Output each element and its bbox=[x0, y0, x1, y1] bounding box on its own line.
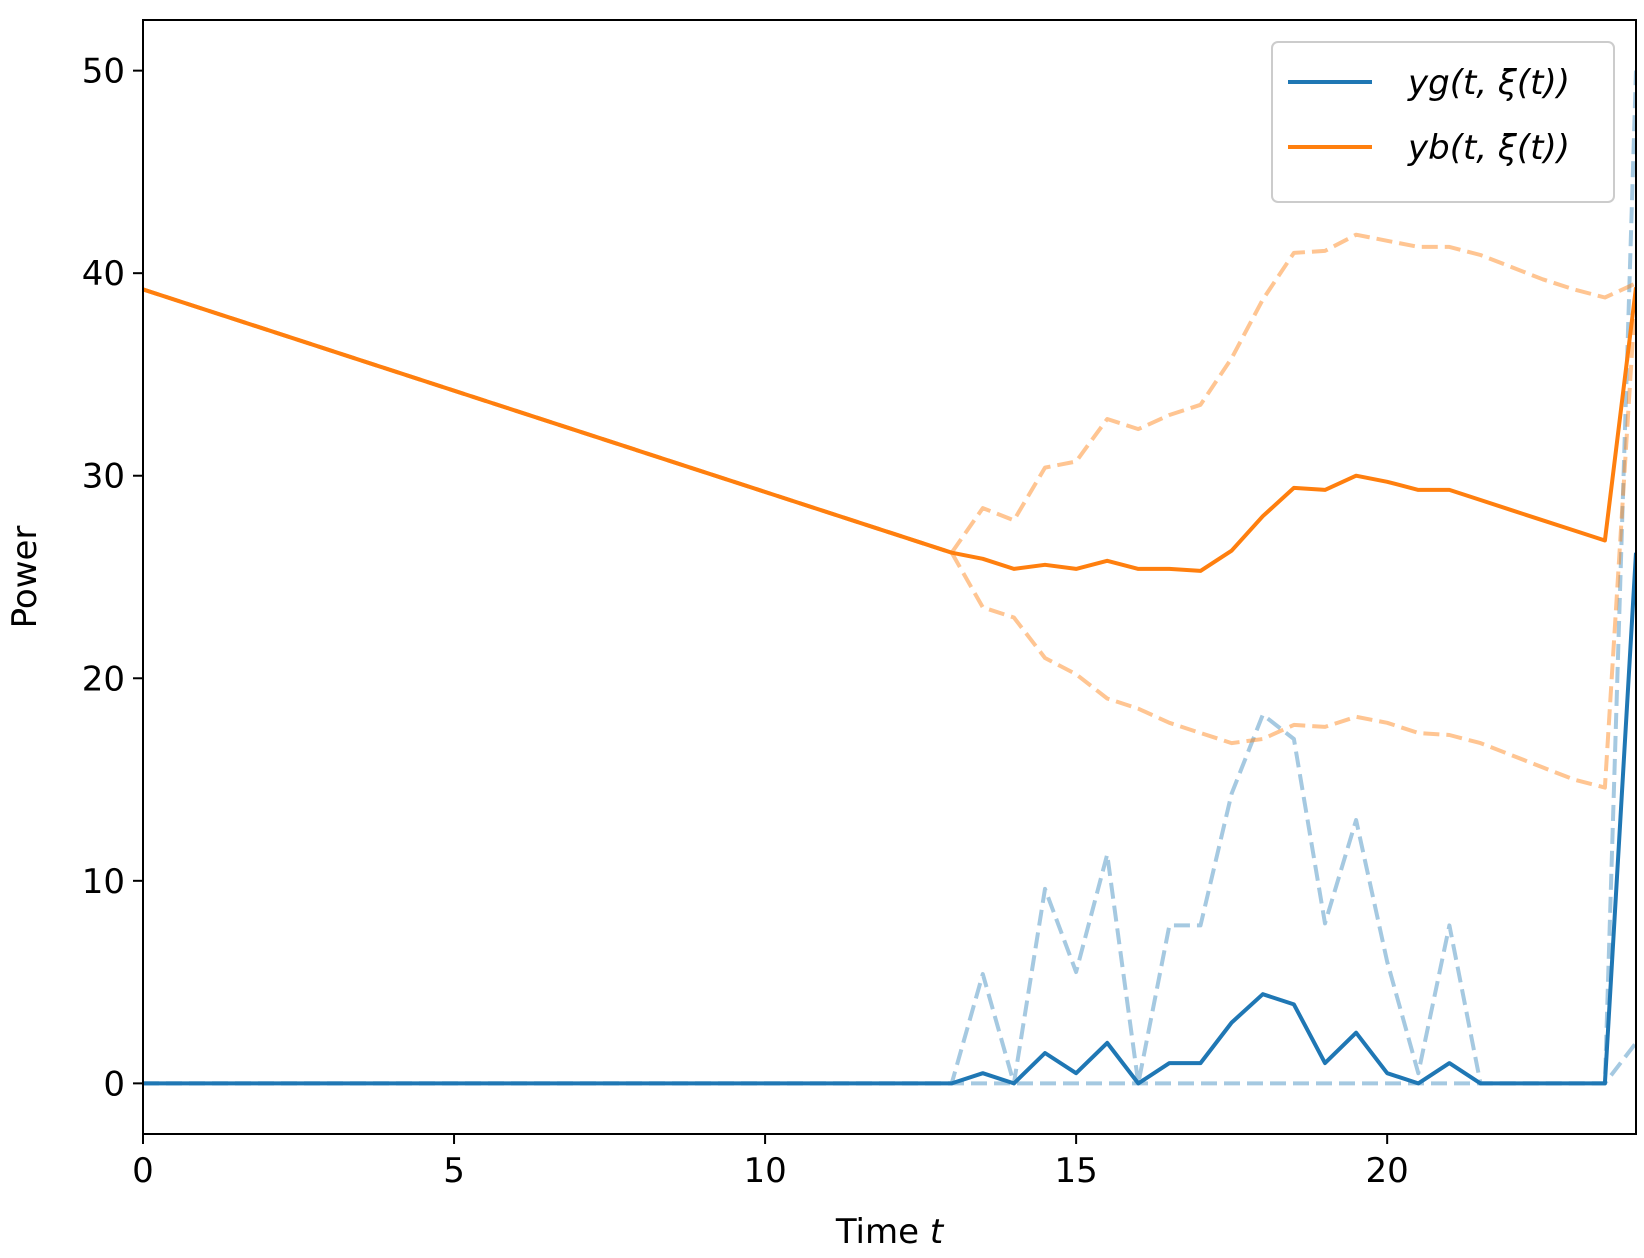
x-tick-label: 10 bbox=[743, 1151, 786, 1191]
y-axis-label: Power bbox=[5, 526, 45, 629]
plot-frame bbox=[142, 19, 1637, 1135]
x-tick-label: 5 bbox=[443, 1151, 465, 1191]
legend: yg(t, ξ(t)) yb(t, ξ(t)) bbox=[1271, 41, 1615, 203]
legend-label: yb(t, ξ(t)) bbox=[1407, 128, 1570, 168]
y-tick-label: 0 bbox=[103, 1064, 125, 1104]
series-line-0 bbox=[143, 552, 1636, 1086]
legend-label: yg(t, ξ(t)) bbox=[1407, 63, 1570, 103]
x-tick-label: 15 bbox=[1054, 1151, 1097, 1191]
y-tick-label: 30 bbox=[82, 457, 125, 497]
series-line-3 bbox=[143, 1041, 1636, 1086]
y-tick-label: 50 bbox=[82, 52, 125, 92]
x-axis-label-var: t bbox=[930, 1212, 945, 1252]
x-tick-label: 0 bbox=[132, 1151, 154, 1191]
y-tick-label: 20 bbox=[82, 659, 125, 699]
x-tick-label: 20 bbox=[1366, 1151, 1409, 1191]
series-line-5 bbox=[143, 287, 1636, 790]
y-tick-label: 10 bbox=[82, 862, 125, 902]
series-line-4 bbox=[143, 232, 1636, 555]
series-line-2 bbox=[143, 70, 1636, 1086]
y-tick-label: 40 bbox=[82, 254, 125, 294]
series-line-1 bbox=[143, 287, 1636, 573]
x-axis-label-text: Time bbox=[835, 1212, 919, 1252]
x-axis-label: Time t bbox=[835, 1212, 945, 1252]
axis-ticks: 0 5 10 15 20 0 10 20 30 40 50 bbox=[82, 52, 1409, 1191]
plot-lines bbox=[143, 70, 1636, 1086]
